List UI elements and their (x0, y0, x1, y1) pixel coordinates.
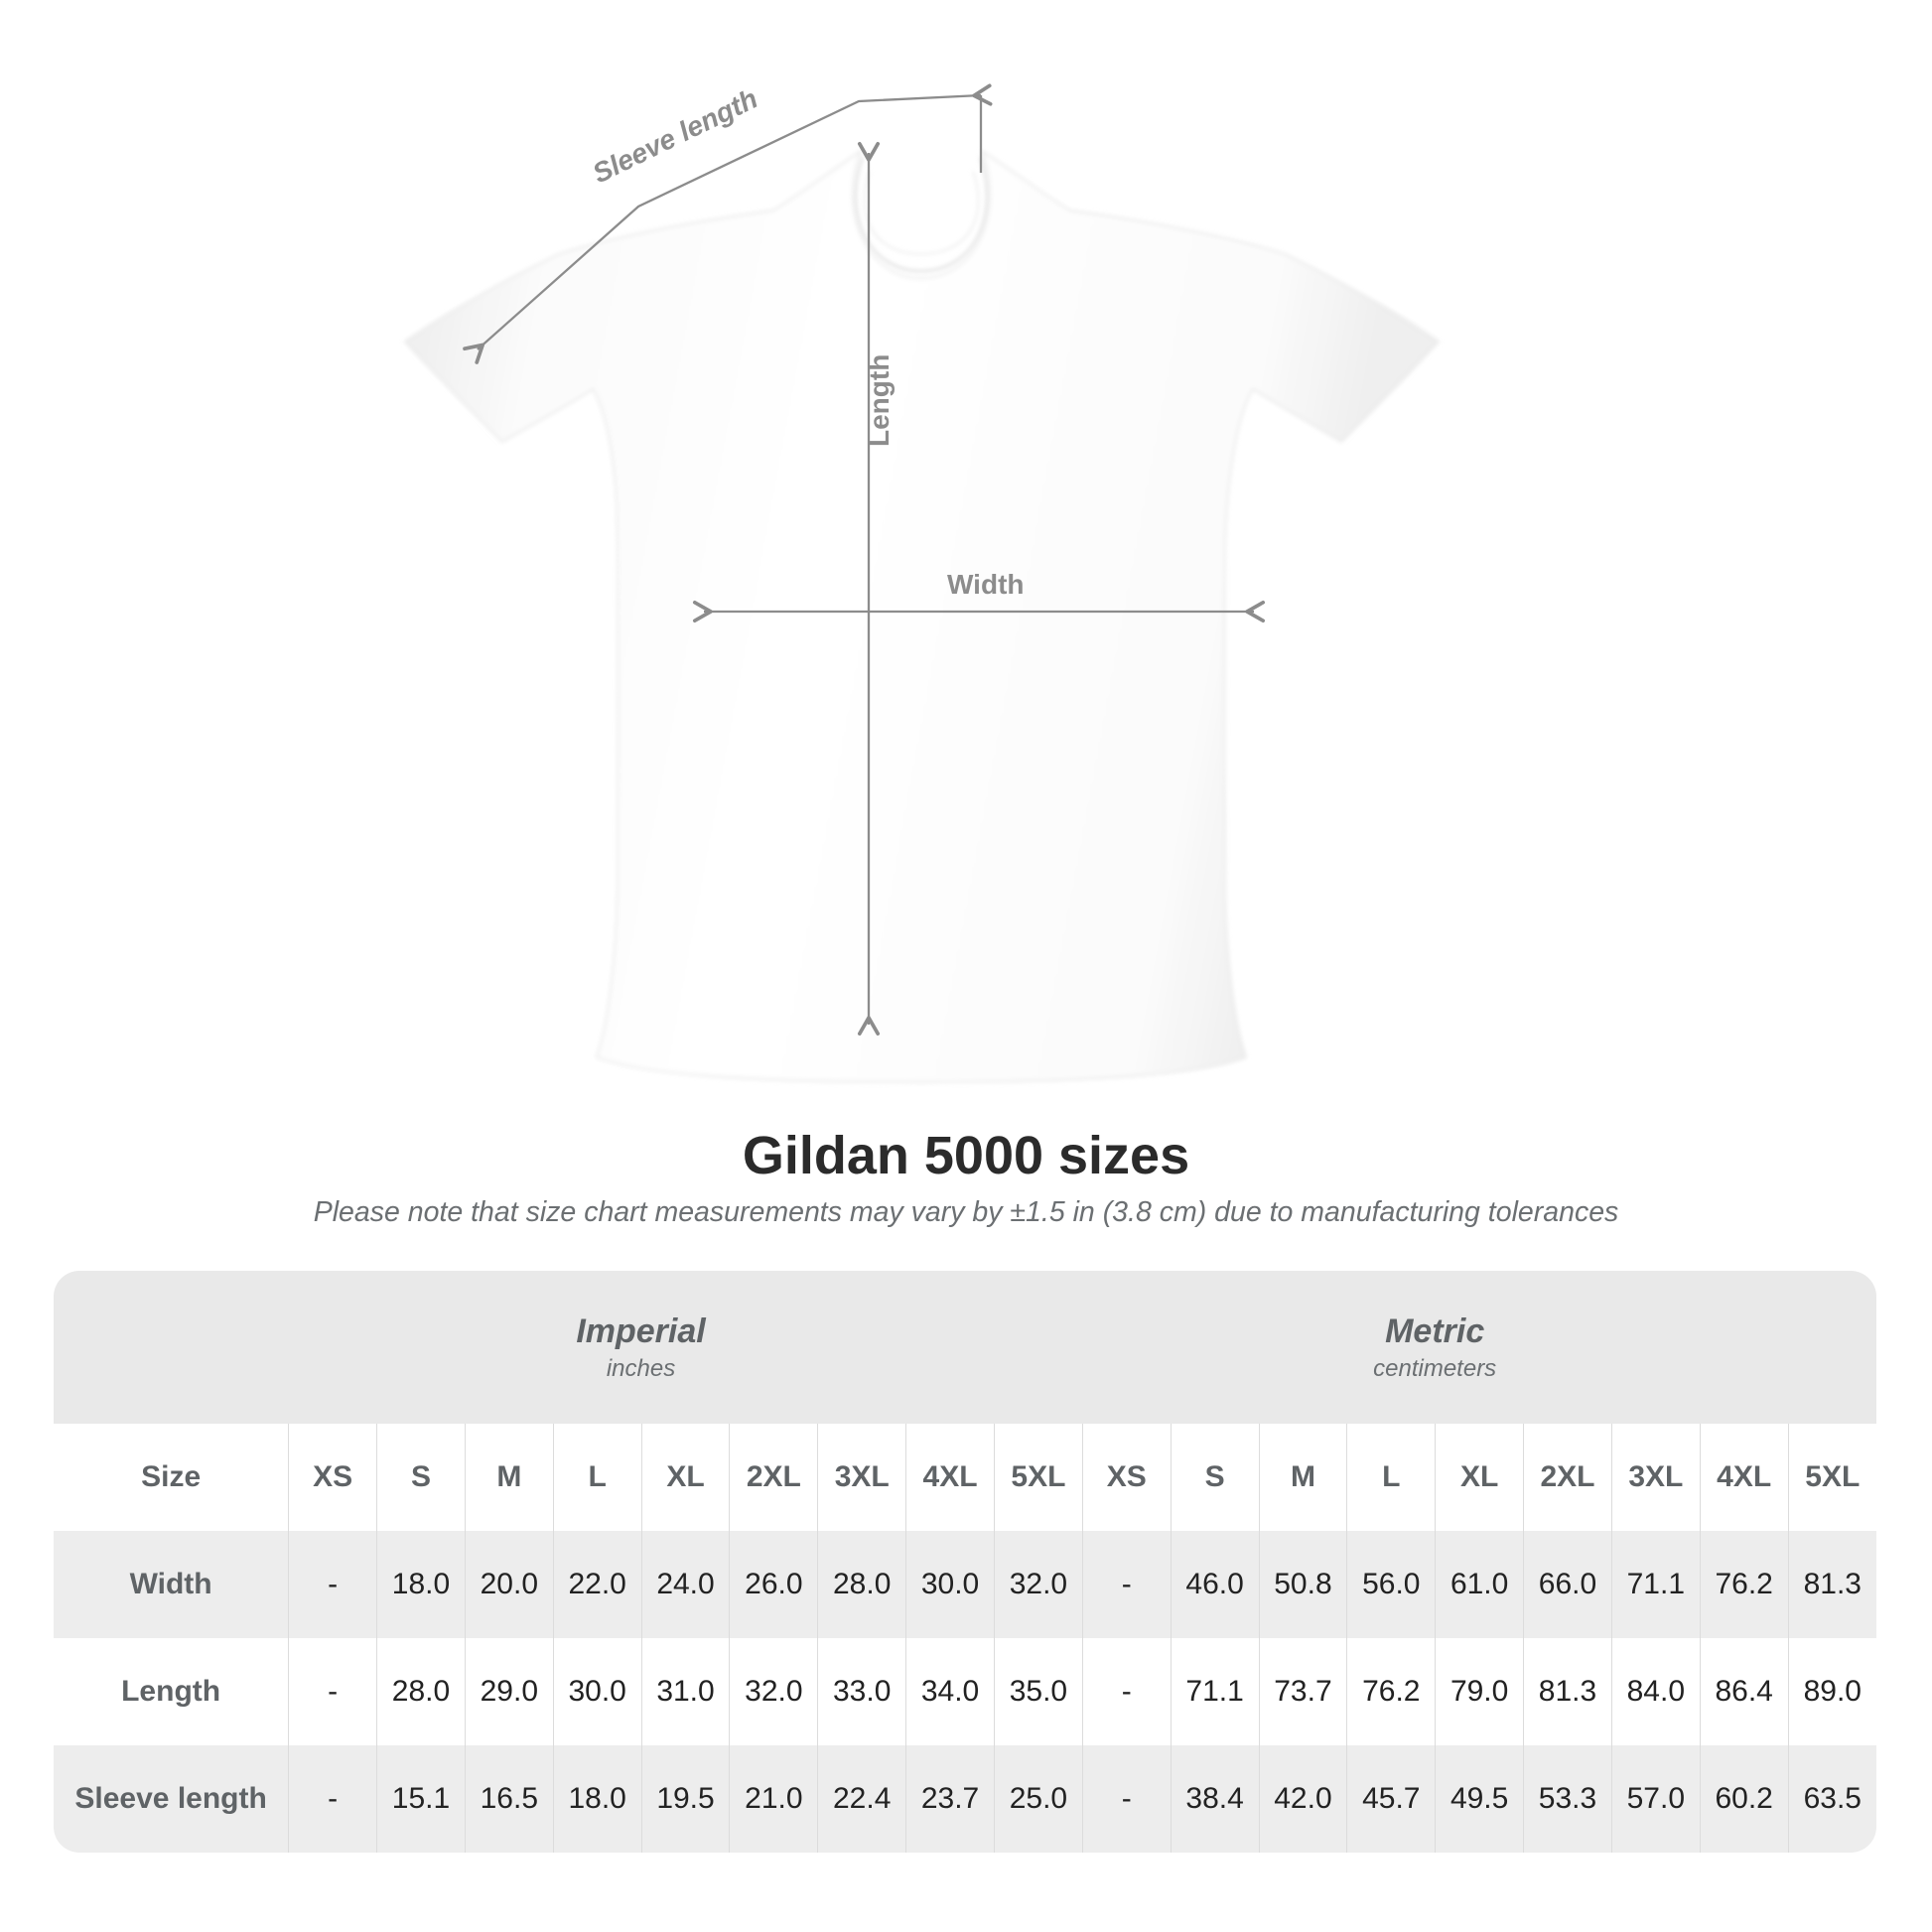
svg-text:Width: Width (947, 569, 1025, 600)
svg-text:Length: Length (864, 354, 895, 447)
svg-text:Sleeve length: Sleeve length (588, 82, 762, 189)
